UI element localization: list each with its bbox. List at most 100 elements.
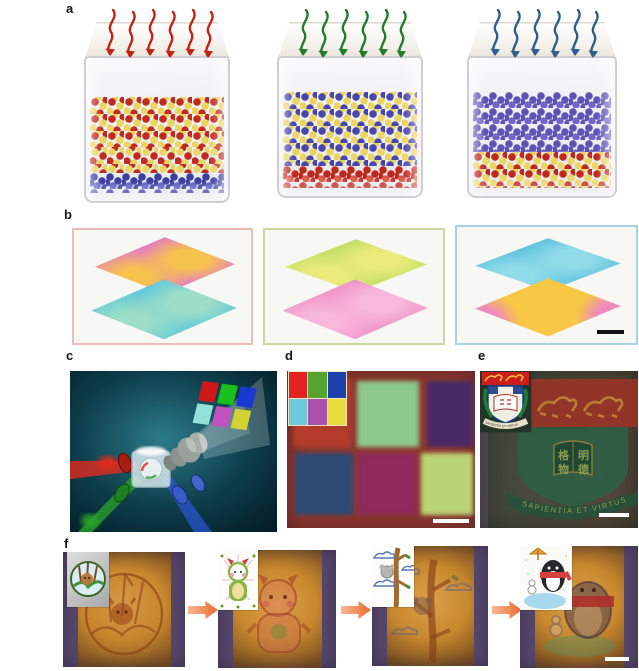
cube-glass-body	[277, 56, 423, 198]
bead-stack	[283, 92, 417, 188]
inset-scroll	[482, 418, 529, 429]
bead-layer-red-yellow	[473, 152, 611, 188]
bead-layer-red	[283, 166, 417, 188]
scale-bar	[597, 330, 624, 334]
inset-book-chars	[500, 399, 511, 405]
dog-drawing	[70, 561, 106, 597]
inset-cell-cyan	[289, 399, 308, 425]
inset-cell-green	[308, 372, 327, 398]
inset-cell-red	[289, 372, 308, 398]
blue-wavy-arrows-icon	[489, 8, 600, 59]
panel-label-f: f	[64, 536, 69, 551]
blue-lens-2	[190, 474, 206, 492]
scale-bar	[599, 513, 629, 517]
panel-label-d: d	[285, 348, 293, 363]
tile-blue	[235, 386, 257, 408]
panel-label-b: b	[64, 207, 72, 222]
original-drawing-inset-cat	[218, 550, 258, 610]
cube-glass-body	[84, 56, 230, 203]
crest-banner	[511, 493, 635, 520]
scale-bar	[433, 519, 469, 523]
original-drawing-inset-koala	[372, 546, 414, 607]
glass-cube-green-illumination	[277, 8, 423, 200]
rewritable-print-photo-penguin	[520, 546, 638, 668]
panel-label-e: e	[478, 348, 486, 363]
scale-bar	[605, 657, 629, 661]
projected-color-grid	[192, 381, 257, 431]
process-arrow-icon	[188, 601, 218, 619]
original-drawing-inset-dog	[67, 552, 109, 607]
cat-sketch	[246, 574, 312, 653]
inset-cell-yellow	[327, 399, 346, 425]
red-wavy-arrows-icon	[104, 8, 215, 59]
laser-projection-render	[70, 371, 277, 532]
bead-stack	[473, 92, 611, 188]
bead-layer-blue	[473, 92, 611, 152]
cat-drawing	[220, 554, 256, 609]
glass-cube-red-illumination	[84, 8, 230, 205]
bead-stack	[90, 97, 224, 193]
tomography-box-3	[455, 225, 638, 345]
tomography-box-1	[72, 228, 253, 345]
render-canvas	[70, 371, 277, 532]
crest-lions	[536, 396, 624, 419]
crest-inset-drawing: SAPIENTIA ET VIRTUS	[480, 371, 531, 432]
inset-shield-chief	[488, 386, 523, 394]
tile-cyan	[192, 403, 214, 425]
koala-drawing	[372, 547, 414, 607]
patch-yellow-green	[421, 453, 473, 515]
crest-reference-inset: SAPIENTIA ET VIRTUS	[480, 371, 531, 432]
rewritable-print-photo-cat	[218, 550, 336, 668]
blue-lens-1	[172, 485, 188, 505]
penguin-drawing	[524, 547, 572, 609]
patch-purple	[427, 381, 473, 447]
char-de: 德	[577, 462, 589, 476]
bead-layer-red-yellow	[90, 97, 224, 147]
rewritable-print-photo-dog	[63, 552, 185, 667]
red-glow	[98, 456, 118, 470]
panel-label-c: c	[66, 348, 74, 363]
book-characters: 格 明 物 德	[558, 448, 589, 476]
bead-layer-yellow-red	[90, 147, 224, 173]
rewritable-print-photo-koala	[372, 546, 488, 666]
edge-tint	[480, 371, 488, 528]
char-ge: 格	[558, 448, 570, 462]
inset-motto: SAPIENTIA ET VIRTUS	[485, 420, 519, 428]
tile-yellow	[230, 408, 252, 431]
printed-color-patches-micrograph	[287, 371, 475, 528]
process-arrow-icon	[341, 601, 371, 619]
tile-red	[198, 381, 219, 403]
inset-mantle	[483, 388, 528, 419]
beam-combiner-cube	[131, 446, 171, 488]
crest-drawing: 格 明 物 德 SAPIENTIA ET VIRTUS	[480, 371, 638, 528]
bead-layer-blue	[90, 173, 224, 193]
inset-cell-blue	[327, 372, 346, 398]
inset-cell-magenta	[308, 399, 327, 425]
tomography-box-2	[263, 228, 445, 345]
inset-lions	[484, 374, 524, 382]
patch-magenta	[357, 453, 417, 515]
cube-glass-body	[467, 56, 617, 198]
original-drawing-inset-penguin	[520, 546, 572, 610]
target-color-grid-inset	[288, 371, 347, 426]
university-crest-micrograph: 格 明 物 德 SAPIENTIA ET VIRTUS	[480, 371, 638, 528]
layer-slab-pink	[282, 279, 428, 340]
green-glow	[81, 514, 99, 528]
char-ming: 明	[578, 449, 589, 462]
patch-green	[357, 381, 419, 447]
patch-blue	[295, 453, 353, 515]
bead-layer-blue-yellow	[283, 92, 417, 166]
layer-slab-cyan	[91, 279, 237, 340]
tile-magenta	[211, 405, 233, 428]
red-lens	[118, 452, 132, 474]
inset-book	[493, 394, 518, 412]
crest-book	[553, 440, 593, 476]
green-wavy-arrows-icon	[297, 8, 408, 59]
projector-barrel	[163, 432, 208, 471]
char-wu: 物	[558, 462, 569, 476]
glass-cube-blue-illumination	[467, 8, 617, 200]
green-lens	[114, 483, 130, 503]
process-arrow-icon	[492, 601, 522, 619]
tile-green	[217, 383, 238, 406]
